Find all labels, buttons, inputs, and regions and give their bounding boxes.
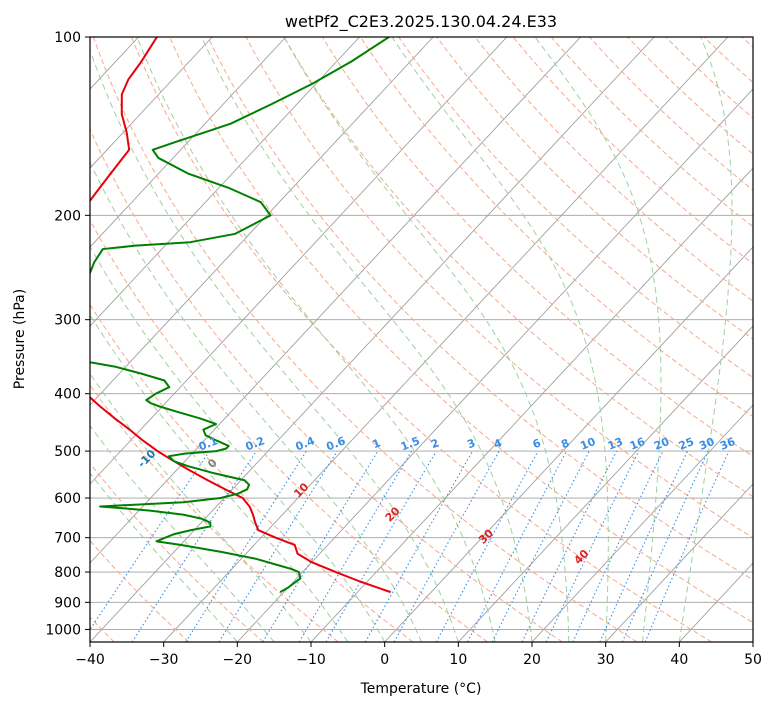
mixing-ratio-label: 20 bbox=[652, 435, 671, 453]
isotherm-line bbox=[90, 37, 434, 406]
dry-adiabat-line bbox=[474, 37, 753, 302]
moist-adiabat-line bbox=[90, 48, 459, 642]
x-tick-label: 50 bbox=[744, 652, 762, 668]
x-axis-label: Temperature (°C) bbox=[360, 681, 482, 697]
isotherm-line bbox=[90, 37, 655, 642]
dry-adiabat-line bbox=[283, 37, 753, 498]
mixing-ratio-line bbox=[545, 450, 640, 642]
x-axis: −40 −30 −20 −10 0 10 20 30 40 50 bbox=[75, 642, 762, 668]
mixing-ratio-label: 1 bbox=[371, 436, 383, 451]
dry-adiabat-line bbox=[398, 37, 753, 379]
moist-adiabat-line bbox=[534, 37, 662, 642]
isotherm-line bbox=[458, 325, 753, 642]
mixing-ratio-line bbox=[185, 450, 307, 642]
mixing-ratio-lines bbox=[90, 450, 730, 642]
x-tick-label: −30 bbox=[149, 652, 179, 668]
dry-adiabat-line bbox=[169, 37, 753, 624]
mixing-ratio-label: 30 bbox=[697, 435, 716, 453]
y-tick-label: 300 bbox=[54, 313, 81, 329]
temperature-profile-line bbox=[90, 37, 391, 594]
moist-adiabat-line bbox=[678, 37, 733, 642]
x-tick-label: 20 bbox=[523, 652, 541, 668]
mixing-ratio-label: 16 bbox=[628, 435, 647, 453]
x-tick-label: −10 bbox=[296, 652, 326, 668]
isotherm-line bbox=[384, 246, 753, 642]
mixing-ratio-line bbox=[364, 450, 474, 642]
isobar-lines bbox=[90, 37, 753, 630]
mixing-ratio-label: 10 bbox=[578, 435, 597, 453]
moist-adiabat-line bbox=[283, 37, 570, 642]
mixing-ratio-line bbox=[325, 450, 437, 642]
mixing-ratio-label: 13 bbox=[606, 435, 625, 453]
y-axis-label: Pressure (hPa) bbox=[12, 289, 28, 389]
mixing-ratio-label: 25 bbox=[677, 435, 696, 453]
mixing-ratio-line bbox=[393, 450, 500, 642]
moist-adiabat-line bbox=[90, 314, 349, 642]
dry-adiabat-line bbox=[90, 384, 339, 642]
mixing-ratio-label: 36 bbox=[718, 435, 737, 453]
isotherm-line bbox=[605, 483, 753, 642]
mixing-ratio-line bbox=[298, 450, 413, 642]
x-tick-label: 10 bbox=[449, 652, 467, 668]
isotherm-line bbox=[163, 37, 729, 642]
y-tick-label: 400 bbox=[54, 387, 81, 403]
plot-area: 0.1 0.2 0.4 0.6 1 1.5 2 3 4 6 8 10 13 16 20 25 30 36-10 01… bbox=[90, 37, 753, 642]
dry-adiabat-line bbox=[550, 37, 753, 228]
isotherm-line bbox=[90, 37, 213, 169]
y-tick-label: 200 bbox=[54, 208, 81, 224]
mixing-ratio-label: 3 bbox=[465, 436, 477, 451]
mixing-ratio-label: 8 bbox=[559, 436, 571, 451]
dry-adiabat-line bbox=[321, 37, 753, 457]
y-tick-label: 1000 bbox=[45, 622, 81, 638]
x-tick-label: 0 bbox=[380, 652, 389, 668]
mixing-ratio-line bbox=[572, 450, 664, 642]
plot-frame bbox=[89, 36, 754, 643]
isotherm-line bbox=[237, 88, 753, 642]
dry-adiabat-line bbox=[90, 303, 414, 642]
mixing-ratio-line bbox=[435, 450, 539, 642]
y-tick-label: 500 bbox=[54, 444, 81, 460]
moist-adiabat-line bbox=[90, 472, 238, 642]
isotherm-line bbox=[531, 404, 753, 642]
mixing-ratio-line bbox=[262, 450, 379, 642]
mixing-ratio-line bbox=[644, 450, 730, 642]
x-tick-label: 30 bbox=[597, 652, 615, 668]
y-tick-label: 800 bbox=[54, 565, 81, 581]
isotherm-line bbox=[90, 37, 508, 485]
dry-adiabat-line bbox=[360, 37, 753, 418]
y-tick-label: 700 bbox=[54, 531, 81, 547]
x-tick-label: 40 bbox=[670, 652, 688, 668]
y-tick-label: 900 bbox=[54, 595, 81, 611]
x-tick-label: −40 bbox=[75, 652, 105, 668]
isotherm-lines bbox=[90, 37, 753, 642]
moist-adiabat-line bbox=[136, 37, 496, 642]
mixing-ratio-label: 2 bbox=[429, 436, 441, 451]
moist-adiabat-lines bbox=[90, 37, 733, 642]
dry-adiabat-line bbox=[90, 128, 563, 642]
dry-adiabat-line bbox=[512, 37, 753, 265]
dry-adiabat-line bbox=[92, 37, 638, 642]
moist-adiabat-line bbox=[391, 37, 609, 642]
moist-adiabat-line bbox=[90, 245, 386, 642]
sounding-profiles bbox=[90, 37, 391, 594]
mixing-ratio-line bbox=[218, 450, 338, 642]
moist-adiabat-line bbox=[201, 37, 533, 642]
mixing-ratio-line bbox=[599, 450, 689, 642]
dry-adiabat-line bbox=[589, 37, 753, 191]
isotherm-line bbox=[90, 37, 581, 564]
mixing-ratio-line bbox=[621, 450, 709, 642]
y-axis: 100 200 300 400 500 600 700 800 900 1000 bbox=[45, 30, 90, 638]
x-tick-label: −20 bbox=[223, 652, 253, 668]
y-tick-label: 100 bbox=[54, 30, 81, 46]
isotherm-line bbox=[90, 37, 287, 248]
dewpoint-profile-line bbox=[90, 37, 390, 593]
chart-title: wetPf2_C2E3.2025.130.04.24.E33 bbox=[285, 12, 557, 32]
isotherm-line bbox=[90, 37, 360, 327]
y-tick-label: 600 bbox=[54, 491, 81, 507]
moist-adiabat-line bbox=[90, 161, 422, 642]
mixing-ratio-line bbox=[521, 450, 618, 642]
